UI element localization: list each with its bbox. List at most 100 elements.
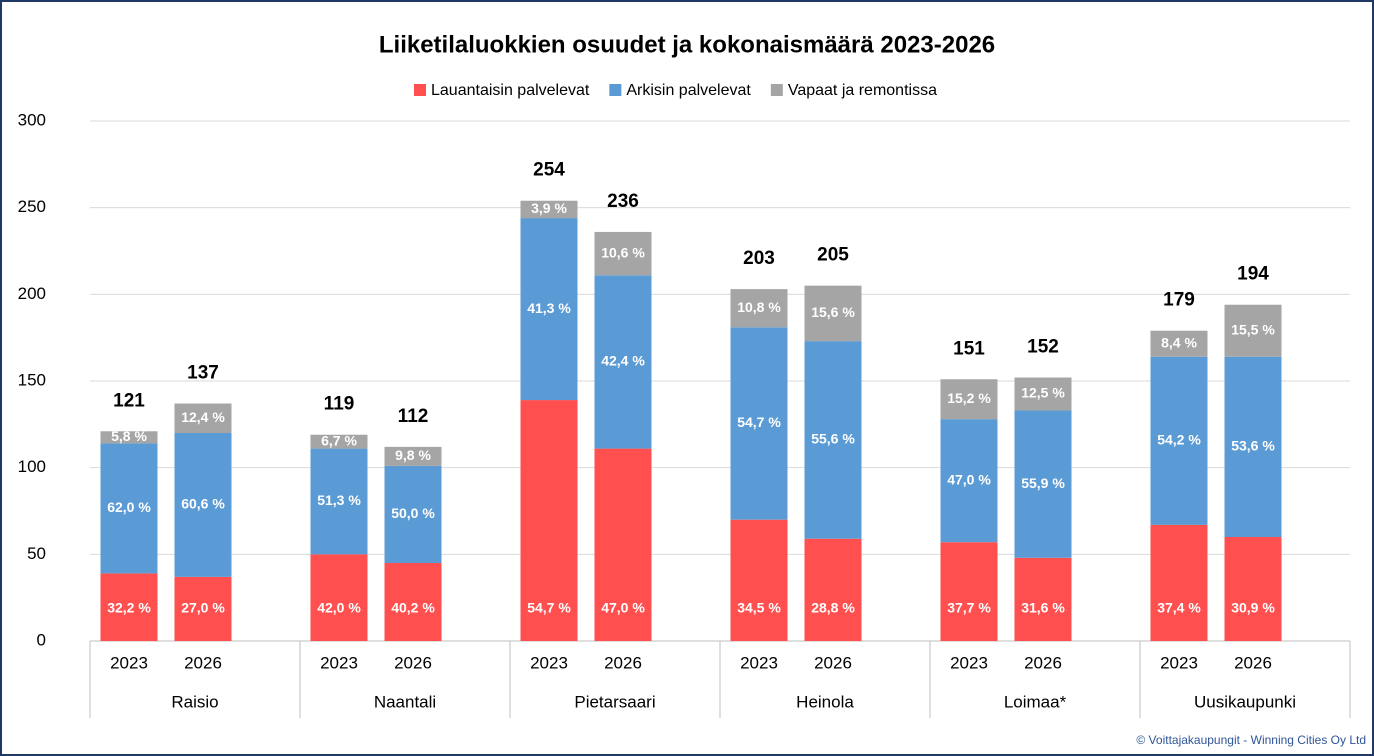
total-label: 203 xyxy=(743,248,775,269)
x-tick-label: 2026 xyxy=(1024,653,1062,672)
bar-segment xyxy=(384,563,442,641)
bar-segment xyxy=(520,218,578,401)
bar-segment xyxy=(310,554,368,641)
segment-label: 34,5 % xyxy=(737,600,781,616)
segment-label: 50,0 % xyxy=(391,505,435,521)
bar-segment xyxy=(310,434,368,449)
legend-label: Arkisin palvelevat xyxy=(626,82,751,99)
segment-label: 37,4 % xyxy=(1157,600,1201,616)
bar-segment xyxy=(730,327,788,520)
bar-segment xyxy=(174,433,232,577)
x-tick-label: 2026 xyxy=(1234,653,1272,672)
group-label: Uusikaupunki xyxy=(1194,692,1296,711)
segment-label: 6,7 % xyxy=(321,432,357,448)
total-label: 205 xyxy=(817,245,849,266)
segment-label: 60,6 % xyxy=(181,496,225,512)
segment-label: 40,2 % xyxy=(391,600,435,616)
x-tick-label: 2023 xyxy=(950,653,988,672)
total-label: 236 xyxy=(607,191,639,212)
bar-segment xyxy=(940,542,998,641)
legend-label: Vapaat ja remontissa xyxy=(788,82,937,99)
y-tick-label: 150 xyxy=(18,370,46,389)
segment-label: 12,4 % xyxy=(181,409,225,425)
y-tick-label: 100 xyxy=(18,457,46,476)
total-label: 152 xyxy=(1027,337,1059,358)
segment-label: 3,9 % xyxy=(531,200,567,216)
bar-segment xyxy=(1224,537,1282,641)
bar-segment xyxy=(1014,377,1072,411)
segment-label: 31,6 % xyxy=(1021,600,1065,616)
chart-title: Liiketilaluokkien osuudet ja kokonaismää… xyxy=(379,31,995,58)
x-tick-label: 2023 xyxy=(530,653,568,672)
bar-segment xyxy=(1224,356,1282,537)
bar-segment xyxy=(940,379,998,420)
bar-segment xyxy=(520,200,578,219)
segment-label: 54,7 % xyxy=(737,414,781,430)
segment-label: 47,0 % xyxy=(601,600,645,616)
segment-label: 51,3 % xyxy=(317,492,361,508)
segment-label: 8,4 % xyxy=(1161,334,1197,350)
bar-segment xyxy=(940,419,998,543)
segment-label: 42,4 % xyxy=(601,353,645,369)
bar-segment xyxy=(1150,330,1208,357)
footer: © Voittajakaupungit - Winning Cities Oy … xyxy=(1136,733,1366,747)
bar-segment xyxy=(594,275,652,449)
legend-label: Lauantaisin palvelevat xyxy=(431,82,590,99)
bar-segment xyxy=(594,448,652,641)
segment-label: 15,6 % xyxy=(811,304,855,320)
legend-swatch xyxy=(609,84,622,96)
group-label: Raisio xyxy=(171,692,218,711)
x-tick-label: 2023 xyxy=(740,653,778,672)
x-tick-label: 2023 xyxy=(320,653,358,672)
bar-segment xyxy=(174,576,232,641)
bar-segment xyxy=(520,400,578,641)
total-label: 112 xyxy=(398,406,429,427)
segment-label: 37,7 % xyxy=(947,600,991,616)
x-tick-label: 2023 xyxy=(1160,653,1198,672)
segment-label: 42,0 % xyxy=(317,600,361,616)
legend-swatch xyxy=(770,84,783,96)
segment-label: 28,8 % xyxy=(811,600,855,616)
segment-label: 55,6 % xyxy=(811,431,855,447)
segment-label: 12,5 % xyxy=(1021,385,1065,401)
bar-segment xyxy=(730,289,788,328)
group-label: Naantali xyxy=(374,692,436,711)
bar-segment xyxy=(1150,524,1208,641)
segment-label: 41,3 % xyxy=(527,300,571,316)
legend-swatch xyxy=(414,84,426,96)
segment-label: 62,0 % xyxy=(107,499,151,515)
x-tick-label: 2026 xyxy=(604,653,642,672)
segment-label: 15,2 % xyxy=(947,390,991,406)
bar-segment xyxy=(174,403,232,433)
bar-segment xyxy=(804,285,862,342)
bar-segment xyxy=(804,538,862,641)
segment-label: 5,8 % xyxy=(111,428,147,444)
y-tick-label: 0 xyxy=(37,630,46,649)
bar-segment xyxy=(804,341,862,539)
segment-label: 30,9 % xyxy=(1231,600,1275,616)
x-tick-label: 2023 xyxy=(110,653,148,672)
y-tick-label: 200 xyxy=(18,284,46,303)
segment-label: 15,5 % xyxy=(1231,321,1275,337)
total-label: 121 xyxy=(113,390,145,411)
bar-segment xyxy=(100,573,158,641)
segment-label: 47,0 % xyxy=(947,471,991,487)
y-tick-label: 300 xyxy=(18,110,46,129)
bar-segment xyxy=(594,231,652,276)
y-tick-label: 50 xyxy=(27,544,46,563)
bar-segment xyxy=(310,448,368,555)
x-tick-label: 2026 xyxy=(184,653,222,672)
y-tick-label: 250 xyxy=(18,197,46,216)
x-tick-label: 2026 xyxy=(394,653,432,672)
total-label: 179 xyxy=(1163,290,1195,311)
total-label: 137 xyxy=(187,363,219,384)
segment-label: 10,6 % xyxy=(601,244,645,260)
group-label: Heinola xyxy=(796,692,854,711)
group-label: Pietarsaari xyxy=(574,692,655,711)
bar-segment xyxy=(730,519,788,641)
bar-segment xyxy=(1014,410,1072,558)
group-label: Loimaa* xyxy=(1004,692,1067,711)
bar-segment xyxy=(100,431,158,444)
total-label: 119 xyxy=(324,394,355,415)
